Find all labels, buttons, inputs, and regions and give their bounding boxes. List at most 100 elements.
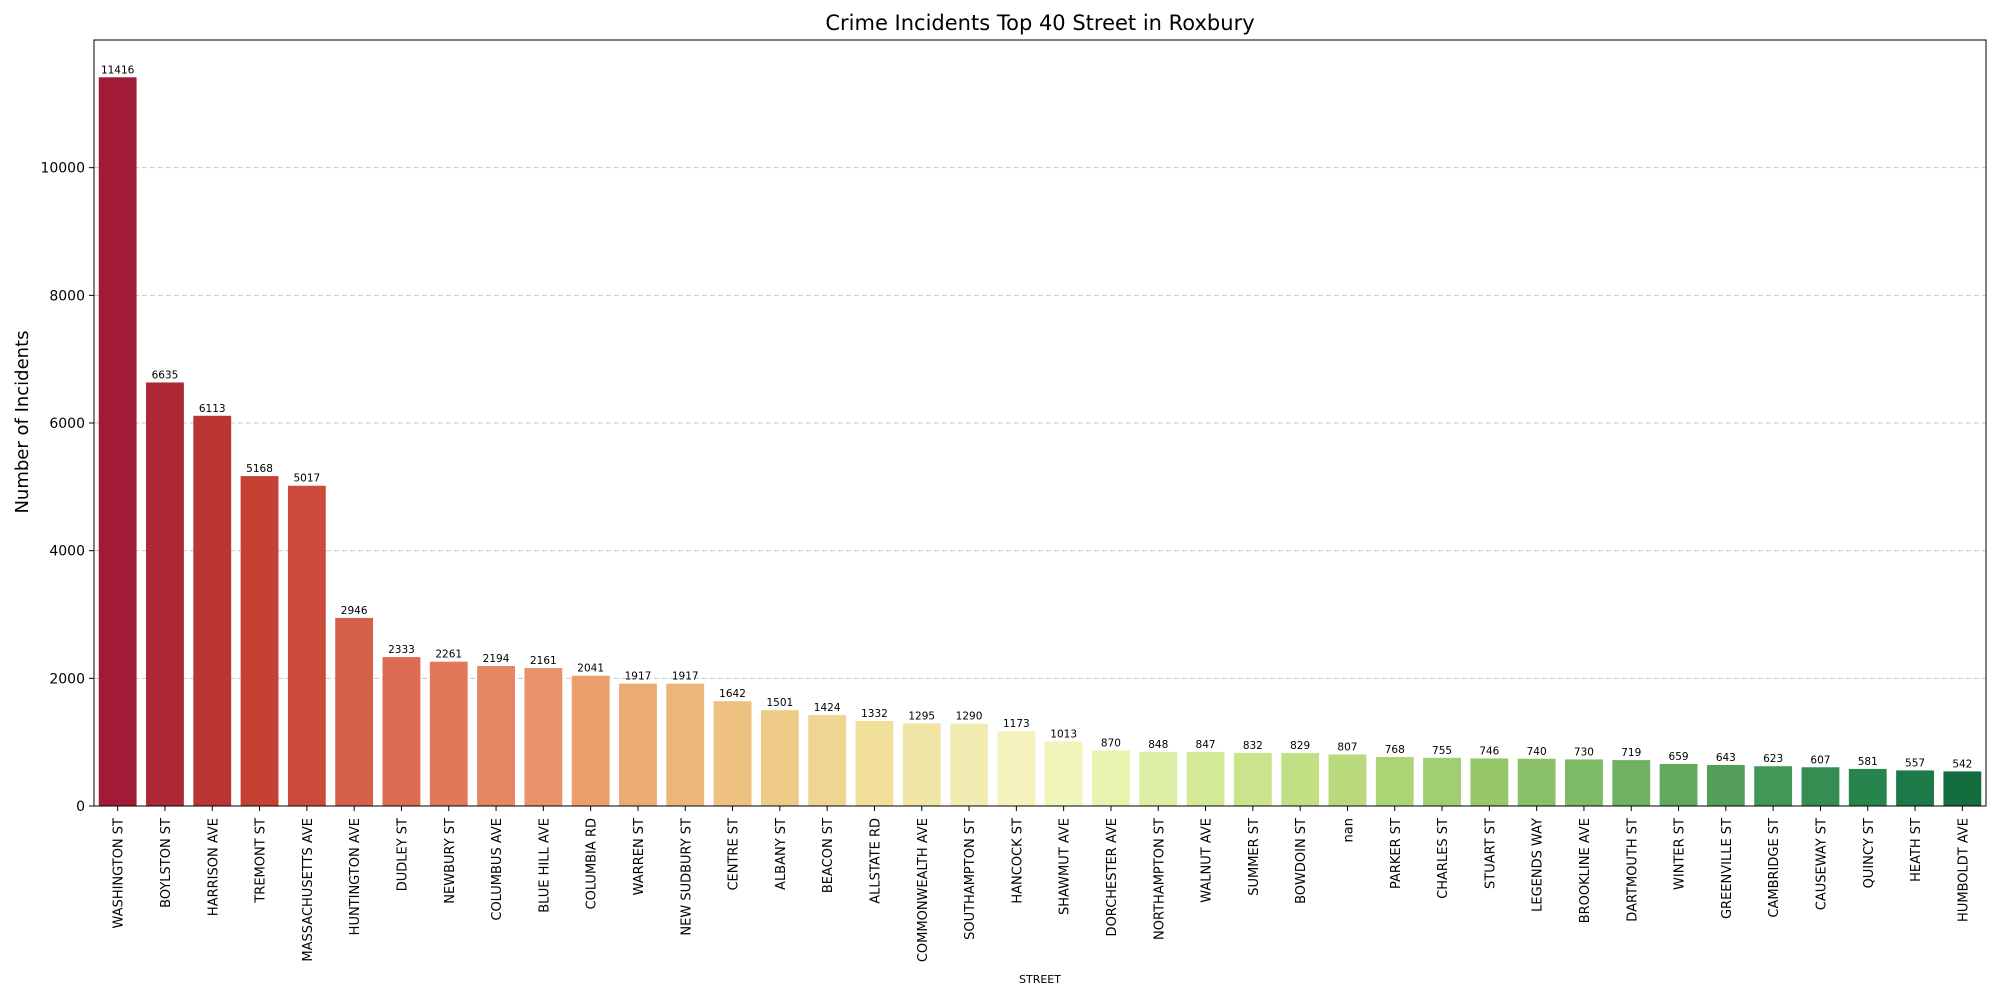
- bar: [1565, 759, 1603, 806]
- bars: [98, 77, 1982, 806]
- bar: [1801, 767, 1840, 806]
- bar: [808, 715, 847, 806]
- data-label: 607: [1810, 754, 1830, 766]
- x-tick-label: PARKER ST: [1389, 818, 1404, 889]
- x-tick-label: WINTER ST: [1673, 818, 1688, 890]
- bar: [382, 657, 421, 806]
- y-axis-label: Number of Incidents: [12, 330, 33, 513]
- bar: [1754, 766, 1793, 806]
- bar: [1706, 764, 1745, 806]
- x-tick-label: CENTRE ST: [727, 818, 742, 891]
- bar: [1612, 760, 1651, 806]
- x-tick-label: SOUTHAMPTON ST: [963, 818, 978, 940]
- bar: [146, 382, 184, 806]
- data-label: 542: [1952, 758, 1972, 770]
- bar: [1328, 754, 1367, 806]
- x-tick-label: COLUMBUS AVE: [490, 818, 505, 921]
- data-label: 807: [1337, 741, 1357, 753]
- y-tick-label: 8000: [49, 288, 85, 304]
- bar: [619, 683, 657, 806]
- x-tick-label: WALNUT AVE: [1200, 818, 1215, 903]
- y-tick-label: 6000: [49, 416, 85, 432]
- bar: [1186, 751, 1225, 806]
- bar: [429, 661, 468, 806]
- bar: [1233, 752, 1272, 806]
- x-tick-label: DUDLEY ST: [395, 818, 410, 891]
- y-tick-label: 10000: [40, 161, 85, 177]
- data-label: 768: [1385, 744, 1405, 756]
- data-label: 5168: [246, 463, 273, 475]
- data-label: 1917: [672, 671, 699, 683]
- x-tick-label: nan: [1341, 818, 1356, 842]
- data-label: 5017: [293, 473, 320, 485]
- x-tick-label: CHARLES ST: [1436, 818, 1451, 899]
- bar: [1139, 751, 1178, 806]
- x-tick-label: NEWBURY ST: [443, 818, 458, 904]
- data-label: 2261: [435, 649, 462, 661]
- data-label: 581: [1858, 756, 1878, 768]
- y-tick-label: 4000: [49, 544, 85, 560]
- y-tick-label: 0: [76, 799, 85, 815]
- data-label: 1501: [766, 697, 793, 709]
- x-tick-label: COMMONWEALTH AVE: [916, 818, 931, 962]
- bar: [1848, 768, 1887, 806]
- x-tick-label: DORCHESTER AVE: [1105, 818, 1120, 936]
- x-tick-label: BOYLSTON ST: [159, 818, 174, 908]
- data-label: 870: [1101, 737, 1121, 749]
- bar: [335, 617, 374, 806]
- bar: [1896, 770, 1934, 806]
- x-tick-label: ALBANY ST: [774, 818, 789, 890]
- x-tick-label: HUNTINGTON AVE: [348, 818, 363, 935]
- x-tick-label: HARRISON AVE: [206, 818, 221, 916]
- data-label: 730: [1574, 746, 1594, 758]
- x-tick-label: HANCOCK ST: [1010, 818, 1025, 904]
- data-label: 847: [1196, 739, 1216, 751]
- data-label: 740: [1527, 746, 1547, 758]
- data-label: 2161: [530, 655, 557, 667]
- bar: [1044, 741, 1083, 806]
- bar: [902, 723, 941, 806]
- bar: [1423, 757, 1461, 806]
- data-label: 1332: [861, 708, 888, 720]
- x-tick-label: STUART ST: [1483, 818, 1498, 889]
- x-tick-label: GREENVILLE ST: [1720, 818, 1735, 919]
- data-label: 755: [1432, 745, 1452, 757]
- bar: [1092, 750, 1130, 806]
- bar: [193, 415, 232, 806]
- x-tick-label: DARTMOUTH ST: [1625, 818, 1640, 922]
- bar: [1517, 758, 1556, 806]
- bar: [760, 710, 799, 806]
- data-label: 643: [1716, 752, 1736, 764]
- x-tick-label: SUMMER ST: [1247, 818, 1262, 896]
- data-label: 832: [1243, 740, 1263, 752]
- x-tick-label: HEATH ST: [1909, 818, 1924, 882]
- data-label: 1013: [1050, 728, 1077, 740]
- bar: [666, 683, 705, 806]
- x-axis-ticks: WASHINGTON ST BOYLSTON ST HARRISON AVE TREM…: [112, 806, 1971, 962]
- data-label: 848: [1148, 739, 1168, 751]
- bar: [1659, 763, 1698, 806]
- x-tick-label: BLUE HILL AVE: [537, 818, 552, 913]
- data-label: 746: [1479, 745, 1499, 757]
- x-tick-label: WARREN ST: [632, 818, 647, 895]
- x-tick-label: ALLSTATE RD: [868, 818, 883, 904]
- data-label: 6113: [199, 403, 226, 415]
- data-label: 2194: [483, 653, 510, 665]
- data-label: 2041: [577, 663, 604, 675]
- x-tick-label: BEACON ST: [821, 818, 836, 893]
- bar: [571, 675, 610, 806]
- bar: [1281, 753, 1320, 806]
- x-tick-label: BROOKLINE AVE: [1578, 818, 1593, 923]
- bar: [713, 701, 752, 806]
- bar: [287, 485, 326, 806]
- bar: [98, 77, 137, 806]
- data-label: 719: [1621, 747, 1641, 759]
- x-tick-label: MASSACHUSETTS AVE: [301, 818, 316, 962]
- bar: [997, 731, 1036, 806]
- data-label: 829: [1290, 740, 1310, 752]
- data-labels: 11416 6635 6113 5168 5017 2946 2333 2261 2194 216…: [101, 64, 1972, 770]
- x-tick-label: HUMBOLDT AVE: [1956, 818, 1971, 922]
- x-tick-label: SHAWMUT AVE: [1058, 818, 1073, 915]
